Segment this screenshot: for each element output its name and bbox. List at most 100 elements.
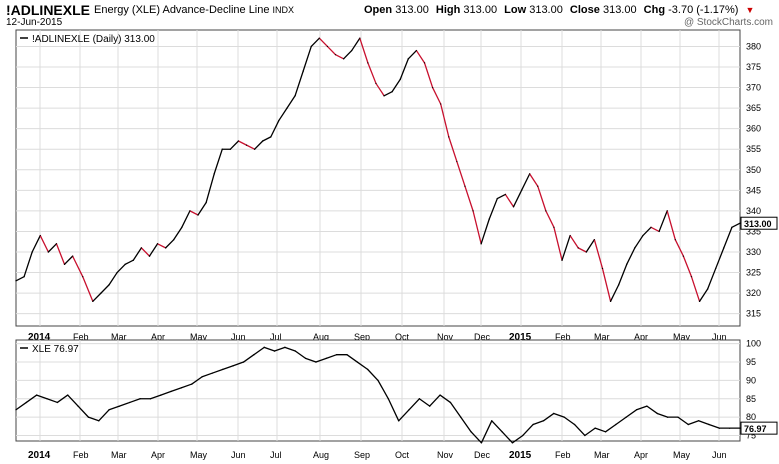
data-point bbox=[440, 103, 442, 105]
series-segment bbox=[100, 284, 110, 294]
series-segment bbox=[480, 218, 490, 245]
data-point bbox=[129, 401, 131, 404]
data-point bbox=[718, 427, 720, 429]
series-segment bbox=[284, 346, 296, 352]
y-tick-label: 360 bbox=[746, 124, 761, 134]
series-segment bbox=[604, 423, 617, 433]
series-segment bbox=[156, 243, 167, 249]
series-segment bbox=[15, 401, 27, 411]
data-point bbox=[156, 243, 159, 245]
series-segment bbox=[520, 173, 531, 191]
data-point bbox=[31, 251, 33, 253]
series-segment bbox=[491, 420, 503, 433]
data-point bbox=[545, 210, 547, 212]
series-segment bbox=[237, 140, 248, 146]
series-segment bbox=[618, 263, 628, 286]
x-tick-label: Apr bbox=[634, 450, 648, 460]
series-segment bbox=[706, 267, 717, 290]
x-tick-label: 2014 bbox=[28, 332, 51, 343]
data-point bbox=[448, 136, 450, 138]
data-point bbox=[377, 379, 379, 381]
data-point bbox=[191, 383, 193, 385]
data-point bbox=[39, 234, 41, 237]
series-segment bbox=[197, 202, 207, 216]
data-point bbox=[100, 292, 102, 294]
data-point bbox=[529, 173, 531, 175]
series-segment bbox=[278, 107, 288, 122]
data-point bbox=[561, 259, 563, 261]
data-point bbox=[491, 420, 493, 422]
last-value-label: 313.00 bbox=[744, 219, 772, 229]
data-point bbox=[501, 431, 503, 433]
series-segment bbox=[690, 276, 701, 302]
chg-label: Chg bbox=[643, 4, 666, 16]
series-segment bbox=[650, 226, 660, 233]
data-point bbox=[72, 255, 74, 257]
series-segment bbox=[674, 239, 685, 257]
series-segment bbox=[39, 234, 50, 253]
series-segment bbox=[253, 140, 264, 150]
series-segment bbox=[731, 222, 741, 228]
ohlc-summary: Open 313.00 High 313.00 Low 313.00 Close… bbox=[364, 4, 758, 16]
data-point bbox=[429, 405, 431, 407]
series-segment bbox=[273, 346, 286, 352]
x-tick-label: Feb bbox=[555, 332, 571, 342]
data-point bbox=[294, 350, 296, 352]
data-point bbox=[98, 420, 100, 422]
series-segment bbox=[148, 243, 159, 257]
series-segment bbox=[439, 394, 452, 404]
data-point bbox=[667, 416, 669, 418]
y-tick-label: 95 bbox=[746, 357, 756, 367]
x-tick-label: Oct bbox=[395, 332, 410, 342]
y-tick-label: 320 bbox=[746, 288, 761, 298]
data-point bbox=[615, 423, 617, 426]
plot-frame-0 bbox=[15, 29, 741, 327]
series-segment bbox=[315, 357, 327, 363]
series-segment bbox=[55, 243, 66, 265]
series-segment bbox=[318, 37, 329, 48]
series-segment bbox=[201, 372, 214, 378]
series-segment bbox=[213, 148, 223, 175]
data-point bbox=[480, 442, 483, 444]
x-tick-label: Mar bbox=[594, 450, 610, 460]
series-segment bbox=[262, 136, 272, 142]
data-point bbox=[197, 214, 199, 216]
series-segment bbox=[488, 197, 498, 220]
data-point bbox=[139, 398, 141, 400]
y-tick-label: 335 bbox=[746, 226, 761, 236]
data-point bbox=[432, 86, 434, 89]
series-segment bbox=[286, 95, 296, 109]
data-point bbox=[165, 247, 167, 249]
data-point bbox=[326, 45, 329, 48]
series-segment bbox=[23, 251, 33, 278]
data-point bbox=[391, 91, 393, 93]
series-segment bbox=[585, 239, 596, 253]
data-point bbox=[594, 427, 596, 429]
data-point bbox=[456, 160, 458, 163]
data-point bbox=[537, 185, 539, 187]
series-segment bbox=[334, 54, 345, 60]
data-point bbox=[254, 148, 256, 150]
series-segment bbox=[229, 140, 240, 150]
series-segment bbox=[82, 276, 94, 302]
y-tick-label: 365 bbox=[746, 103, 761, 113]
series-segment bbox=[36, 394, 48, 400]
y-tick-label: 350 bbox=[746, 165, 761, 175]
series-segment bbox=[46, 398, 59, 404]
series-segment bbox=[346, 354, 358, 363]
data-point bbox=[181, 226, 183, 228]
series-segment bbox=[92, 292, 102, 302]
data-point bbox=[92, 300, 94, 302]
series-segment bbox=[584, 427, 596, 437]
data-point bbox=[577, 247, 579, 249]
data-point bbox=[36, 394, 38, 396]
data-point bbox=[245, 144, 248, 146]
series-segment bbox=[302, 45, 312, 72]
data-point bbox=[286, 107, 288, 109]
data-point bbox=[56, 401, 58, 404]
series-segment bbox=[601, 267, 612, 302]
data-point bbox=[108, 284, 110, 286]
series-segment bbox=[529, 173, 539, 187]
data-point bbox=[237, 140, 240, 142]
series-segment bbox=[677, 416, 689, 426]
